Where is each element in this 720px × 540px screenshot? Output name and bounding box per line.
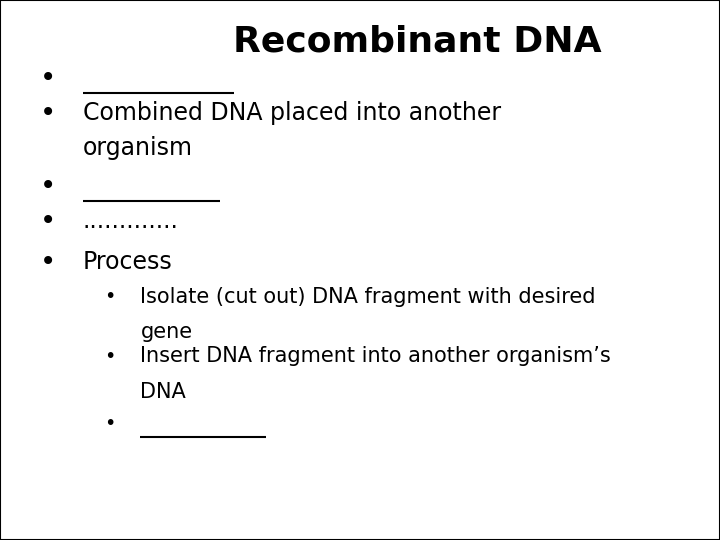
Text: •: • xyxy=(40,99,56,127)
Text: •: • xyxy=(40,248,56,276)
Text: Recombinant DNA: Recombinant DNA xyxy=(233,24,602,58)
Text: Process: Process xyxy=(83,250,173,274)
Text: •: • xyxy=(104,414,116,434)
Text: organism: organism xyxy=(83,137,193,160)
Text: Combined DNA placed into another: Combined DNA placed into another xyxy=(83,102,501,125)
Text: •: • xyxy=(40,172,56,200)
Text: •: • xyxy=(40,64,56,92)
Text: •: • xyxy=(104,287,116,307)
Text: DNA: DNA xyxy=(140,381,186,402)
Text: gene: gene xyxy=(140,322,192,342)
Text: Insert DNA fragment into another organism’s: Insert DNA fragment into another organis… xyxy=(140,346,611,367)
Text: .............: ............. xyxy=(83,210,179,233)
Text: •: • xyxy=(104,347,116,366)
Text: •: • xyxy=(40,207,56,235)
Text: Isolate (cut out) DNA fragment with desired: Isolate (cut out) DNA fragment with desi… xyxy=(140,287,596,307)
